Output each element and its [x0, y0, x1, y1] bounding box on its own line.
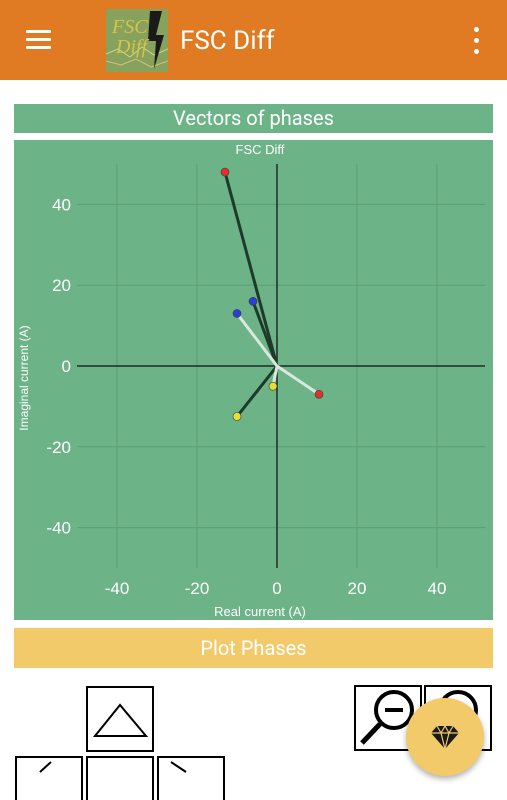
y-tick-label: -20 [46, 438, 71, 457]
right-button[interactable] [157, 756, 225, 800]
phase-vector-point [232, 309, 242, 318]
phase-vector-line [235, 365, 279, 418]
y-tick-label: -40 [46, 519, 71, 538]
phase-vector-point [232, 412, 242, 421]
down-button[interactable] [86, 756, 154, 800]
phase-vector-line [223, 171, 279, 367]
more-vert-icon [474, 27, 479, 32]
phase-vector-line [235, 312, 279, 367]
x-axis-label: Real current (A) [214, 604, 306, 619]
svg-text:Diff: Diff [115, 36, 150, 58]
zoom-out-icon [360, 690, 414, 745]
diamond-icon [431, 724, 459, 750]
triangle-right-icon [170, 761, 187, 773]
phase-vector-point [314, 389, 324, 399]
menu-button[interactable] [24, 27, 54, 53]
y-tick-label: 20 [52, 276, 71, 295]
chart-svg: -40 -20 0 20 40 -40 -20 0 20 40 FSC Diff Real curre… [17, 142, 485, 619]
app-bar: FSC Diff FSC Diff [0, 0, 507, 80]
app-logo: FSC Diff [106, 9, 168, 72]
x-tick-label: 40 [428, 579, 447, 598]
up-button[interactable] [86, 686, 154, 752]
plot-phases-button[interactable]: Plot Phases [14, 628, 493, 668]
menu-icon [26, 30, 51, 33]
x-tick-label: 0 [272, 579, 281, 598]
phase-vector-point [220, 167, 230, 177]
y-tick-label: 0 [62, 357, 71, 376]
chart-title: FSC Diff [236, 142, 285, 157]
fab-button[interactable] [406, 698, 484, 776]
y-axis-label: Imaginal current (A) [17, 325, 31, 430]
phase-vector-line [251, 300, 279, 367]
app-title: FSC Diff [180, 26, 275, 56]
left-button[interactable] [15, 756, 83, 800]
y-tick-label: 40 [52, 195, 71, 214]
section-header: Vectors of phases [14, 104, 493, 133]
x-tick-label: -40 [105, 579, 130, 598]
phase-vector-point [248, 297, 258, 306]
triangle-up-icon [92, 703, 149, 737]
x-tick-label: 20 [348, 579, 367, 598]
phase-vector-chart[interactable]: -40 -20 0 20 40 -40 -20 0 20 40 FSC Diff Real curre… [14, 140, 493, 620]
x-tick-label: -20 [185, 579, 210, 598]
svg-text:FSC: FSC [111, 16, 148, 38]
phase-vector-line [276, 364, 320, 396]
more-options-button[interactable] [462, 26, 490, 56]
triangle-left-icon [39, 761, 52, 773]
phase-vector-point [268, 381, 278, 391]
